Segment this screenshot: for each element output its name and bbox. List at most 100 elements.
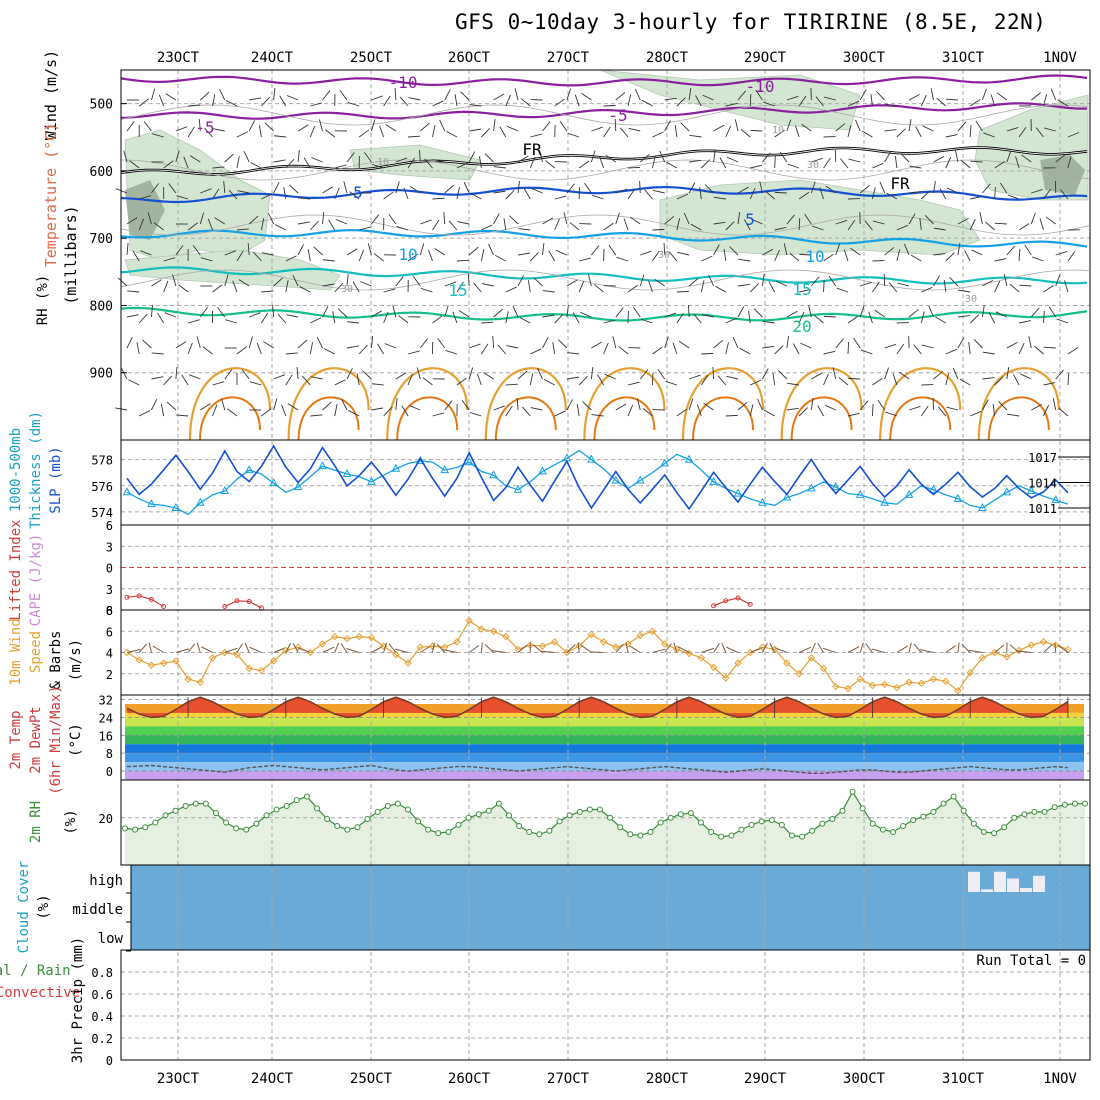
wind-barb <box>1006 127 1019 132</box>
wind-barb <box>1003 274 1008 287</box>
rh-marker <box>890 828 896 835</box>
axis-title: SLP (mb) <box>48 446 64 513</box>
axis-title: Thickness (dm) <box>28 411 44 529</box>
lifted-index-marker <box>222 603 228 609</box>
thickness-marker <box>978 502 987 511</box>
wind-barb <box>530 407 543 411</box>
wind-barb <box>847 341 850 355</box>
wind-barb <box>725 414 738 417</box>
isotherm-arc <box>287 367 370 441</box>
wind-barb <box>408 135 421 138</box>
wind-barb <box>665 380 678 386</box>
wind-barb <box>945 348 957 355</box>
wind-barb <box>263 341 274 349</box>
wind-barb <box>810 276 820 287</box>
wind-barb <box>898 371 910 380</box>
wind-barb <box>652 648 666 653</box>
wind-barb <box>823 350 836 355</box>
wind-barb <box>533 277 543 287</box>
temp-tick-label: 16 <box>99 729 113 743</box>
wind-barb <box>786 336 789 349</box>
wind-barb <box>1043 189 1051 200</box>
wind-barb <box>700 374 709 386</box>
axis-title: 10m Wind <box>8 618 24 685</box>
thickness-marker <box>244 465 254 474</box>
wind-speed-marker <box>550 638 559 646</box>
isotherm-arc <box>396 396 459 441</box>
wind-barb <box>542 290 555 293</box>
wind-speed-marker <box>172 657 180 665</box>
wind-barb <box>957 217 969 225</box>
wind-barb <box>383 288 396 293</box>
wind-barb <box>615 91 626 101</box>
lifted-index-marker <box>136 593 142 599</box>
wind-barb <box>334 282 344 293</box>
wind-barb <box>982 183 991 194</box>
wind-barb <box>909 165 922 169</box>
wind-barb <box>787 382 800 386</box>
wind-barb <box>896 249 901 262</box>
wind-speed-marker <box>538 642 547 650</box>
rh-marker <box>152 819 159 826</box>
wind-barb <box>279 95 287 107</box>
wind-barb <box>704 184 714 194</box>
wind-barb <box>219 89 226 101</box>
wind-barb <box>383 642 387 653</box>
wind-speed-marker <box>318 640 327 648</box>
wind-barb <box>408 97 421 101</box>
wind-barb <box>566 279 578 287</box>
wind-barb <box>639 153 650 163</box>
wind-barb <box>139 195 151 200</box>
wind-barb <box>352 281 360 293</box>
wind-barb <box>285 255 297 262</box>
wind-barb <box>627 381 640 386</box>
wind-barb <box>761 642 768 653</box>
wind-barb <box>688 88 692 101</box>
wind-barb <box>509 215 519 225</box>
wind-barb <box>786 214 795 225</box>
wind-barb <box>151 88 156 101</box>
wind-barb <box>847 646 860 653</box>
lifted-index-marker <box>711 603 717 609</box>
rh-marker <box>991 830 998 837</box>
wind-barb <box>877 399 886 411</box>
wind-barb <box>683 212 690 225</box>
wind-barb <box>644 189 653 200</box>
wind-speed-marker <box>954 687 962 695</box>
wind-barb <box>699 187 702 200</box>
wind-barb <box>1057 644 1069 653</box>
wind-barb <box>1056 318 1069 324</box>
contour-label: 30 <box>965 294 977 305</box>
thickness-marker <box>122 487 132 496</box>
wind-barb <box>1058 407 1069 417</box>
wind-barb <box>248 215 259 225</box>
rh-marker <box>202 800 209 807</box>
rh-marker <box>283 802 290 809</box>
wind-barb <box>309 220 319 231</box>
rh-marker <box>122 825 128 832</box>
wind-barb <box>199 307 208 318</box>
wind-barb <box>1031 189 1043 194</box>
wind-barb <box>823 315 836 318</box>
run-total-label: Run Total = 0 <box>976 953 1086 969</box>
isotherm-arc <box>889 396 952 441</box>
wind-barb <box>855 119 861 132</box>
wind-barb <box>990 94 996 107</box>
wind-barb <box>454 94 458 107</box>
wind-barb <box>908 93 920 101</box>
rh-marker <box>667 814 674 821</box>
rh-marker <box>162 812 169 819</box>
wind-barb <box>701 352 714 355</box>
wind-barb <box>640 318 653 324</box>
contour-label: 30 <box>341 284 353 295</box>
thickness-marker <box>171 502 181 511</box>
thickness-marker <box>684 454 694 463</box>
wind-barb <box>578 280 585 293</box>
isotherm-arc <box>188 367 272 441</box>
wind-barb <box>358 129 370 138</box>
isotherm-arc <box>987 396 1050 441</box>
wind-barb <box>323 348 335 355</box>
li-tick-label: 6 <box>106 604 113 618</box>
wind-barb <box>371 310 382 318</box>
wind-barb <box>117 277 128 287</box>
